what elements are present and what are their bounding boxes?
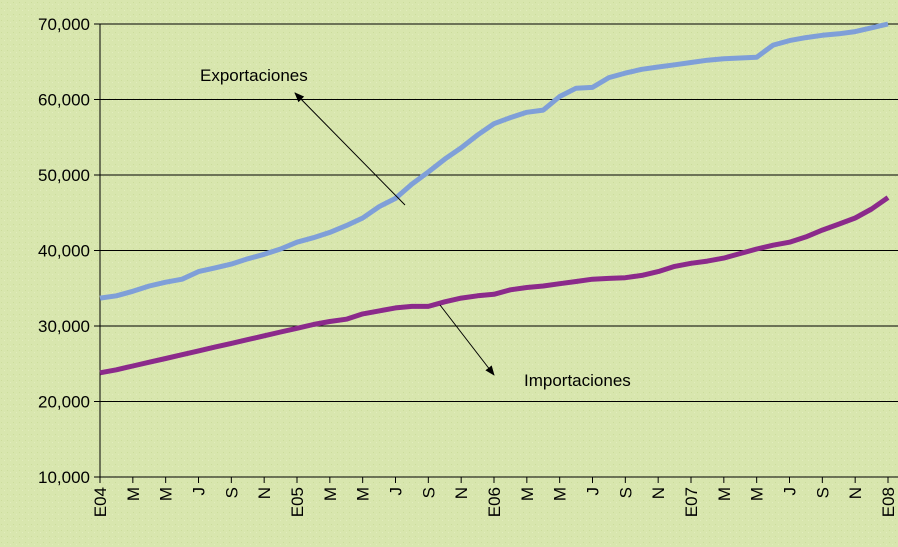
annotation-arrow	[294, 92, 406, 206]
y-tick-label: 70,000	[38, 15, 90, 34]
x-tick-label: E08	[879, 487, 898, 517]
x-tick-label: M	[124, 487, 143, 501]
x-tick-label: E07	[682, 487, 701, 517]
x-tick-label: E05	[288, 487, 307, 517]
x-tick-label: M	[157, 487, 176, 501]
y-tick-label: 20,000	[38, 393, 90, 412]
x-tick-label: J	[190, 487, 209, 496]
x-tick-label: S	[616, 487, 635, 498]
y-tick-label: 60,000	[38, 91, 90, 110]
series-line	[99, 195, 890, 376]
x-tick-label: J	[387, 487, 406, 496]
annotation: Exportaciones	[200, 66, 308, 85]
x-tick-label: S	[813, 487, 832, 498]
x-tick-label: M	[748, 487, 767, 501]
x-tick-label: E06	[485, 487, 504, 517]
x-tick-label: M	[518, 487, 537, 501]
x-tick-label: N	[255, 487, 274, 499]
x-tick-label: S	[222, 487, 241, 498]
x-tick-label: E04	[91, 487, 110, 517]
series-line	[99, 21, 889, 301]
x-tick-label: M	[551, 487, 570, 501]
y-tick-label: 50,000	[38, 166, 90, 185]
x-tick-label: S	[419, 487, 438, 498]
y-tick-label: 40,000	[38, 242, 90, 261]
y-tick-label: 10,000	[38, 468, 90, 487]
y-tick-label: 30,000	[38, 317, 90, 336]
x-tick-label: J	[781, 487, 800, 496]
x-tick-label: N	[649, 487, 668, 499]
x-tick-label: N	[452, 487, 471, 499]
x-tick-label: M	[715, 487, 734, 501]
annotation-arrow	[439, 304, 495, 376]
annotation: Importaciones	[524, 371, 631, 390]
x-tick-label: J	[584, 487, 603, 496]
x-tick-label: M	[354, 487, 373, 501]
x-tick-label: N	[846, 487, 865, 499]
x-tick-label: M	[321, 487, 340, 501]
